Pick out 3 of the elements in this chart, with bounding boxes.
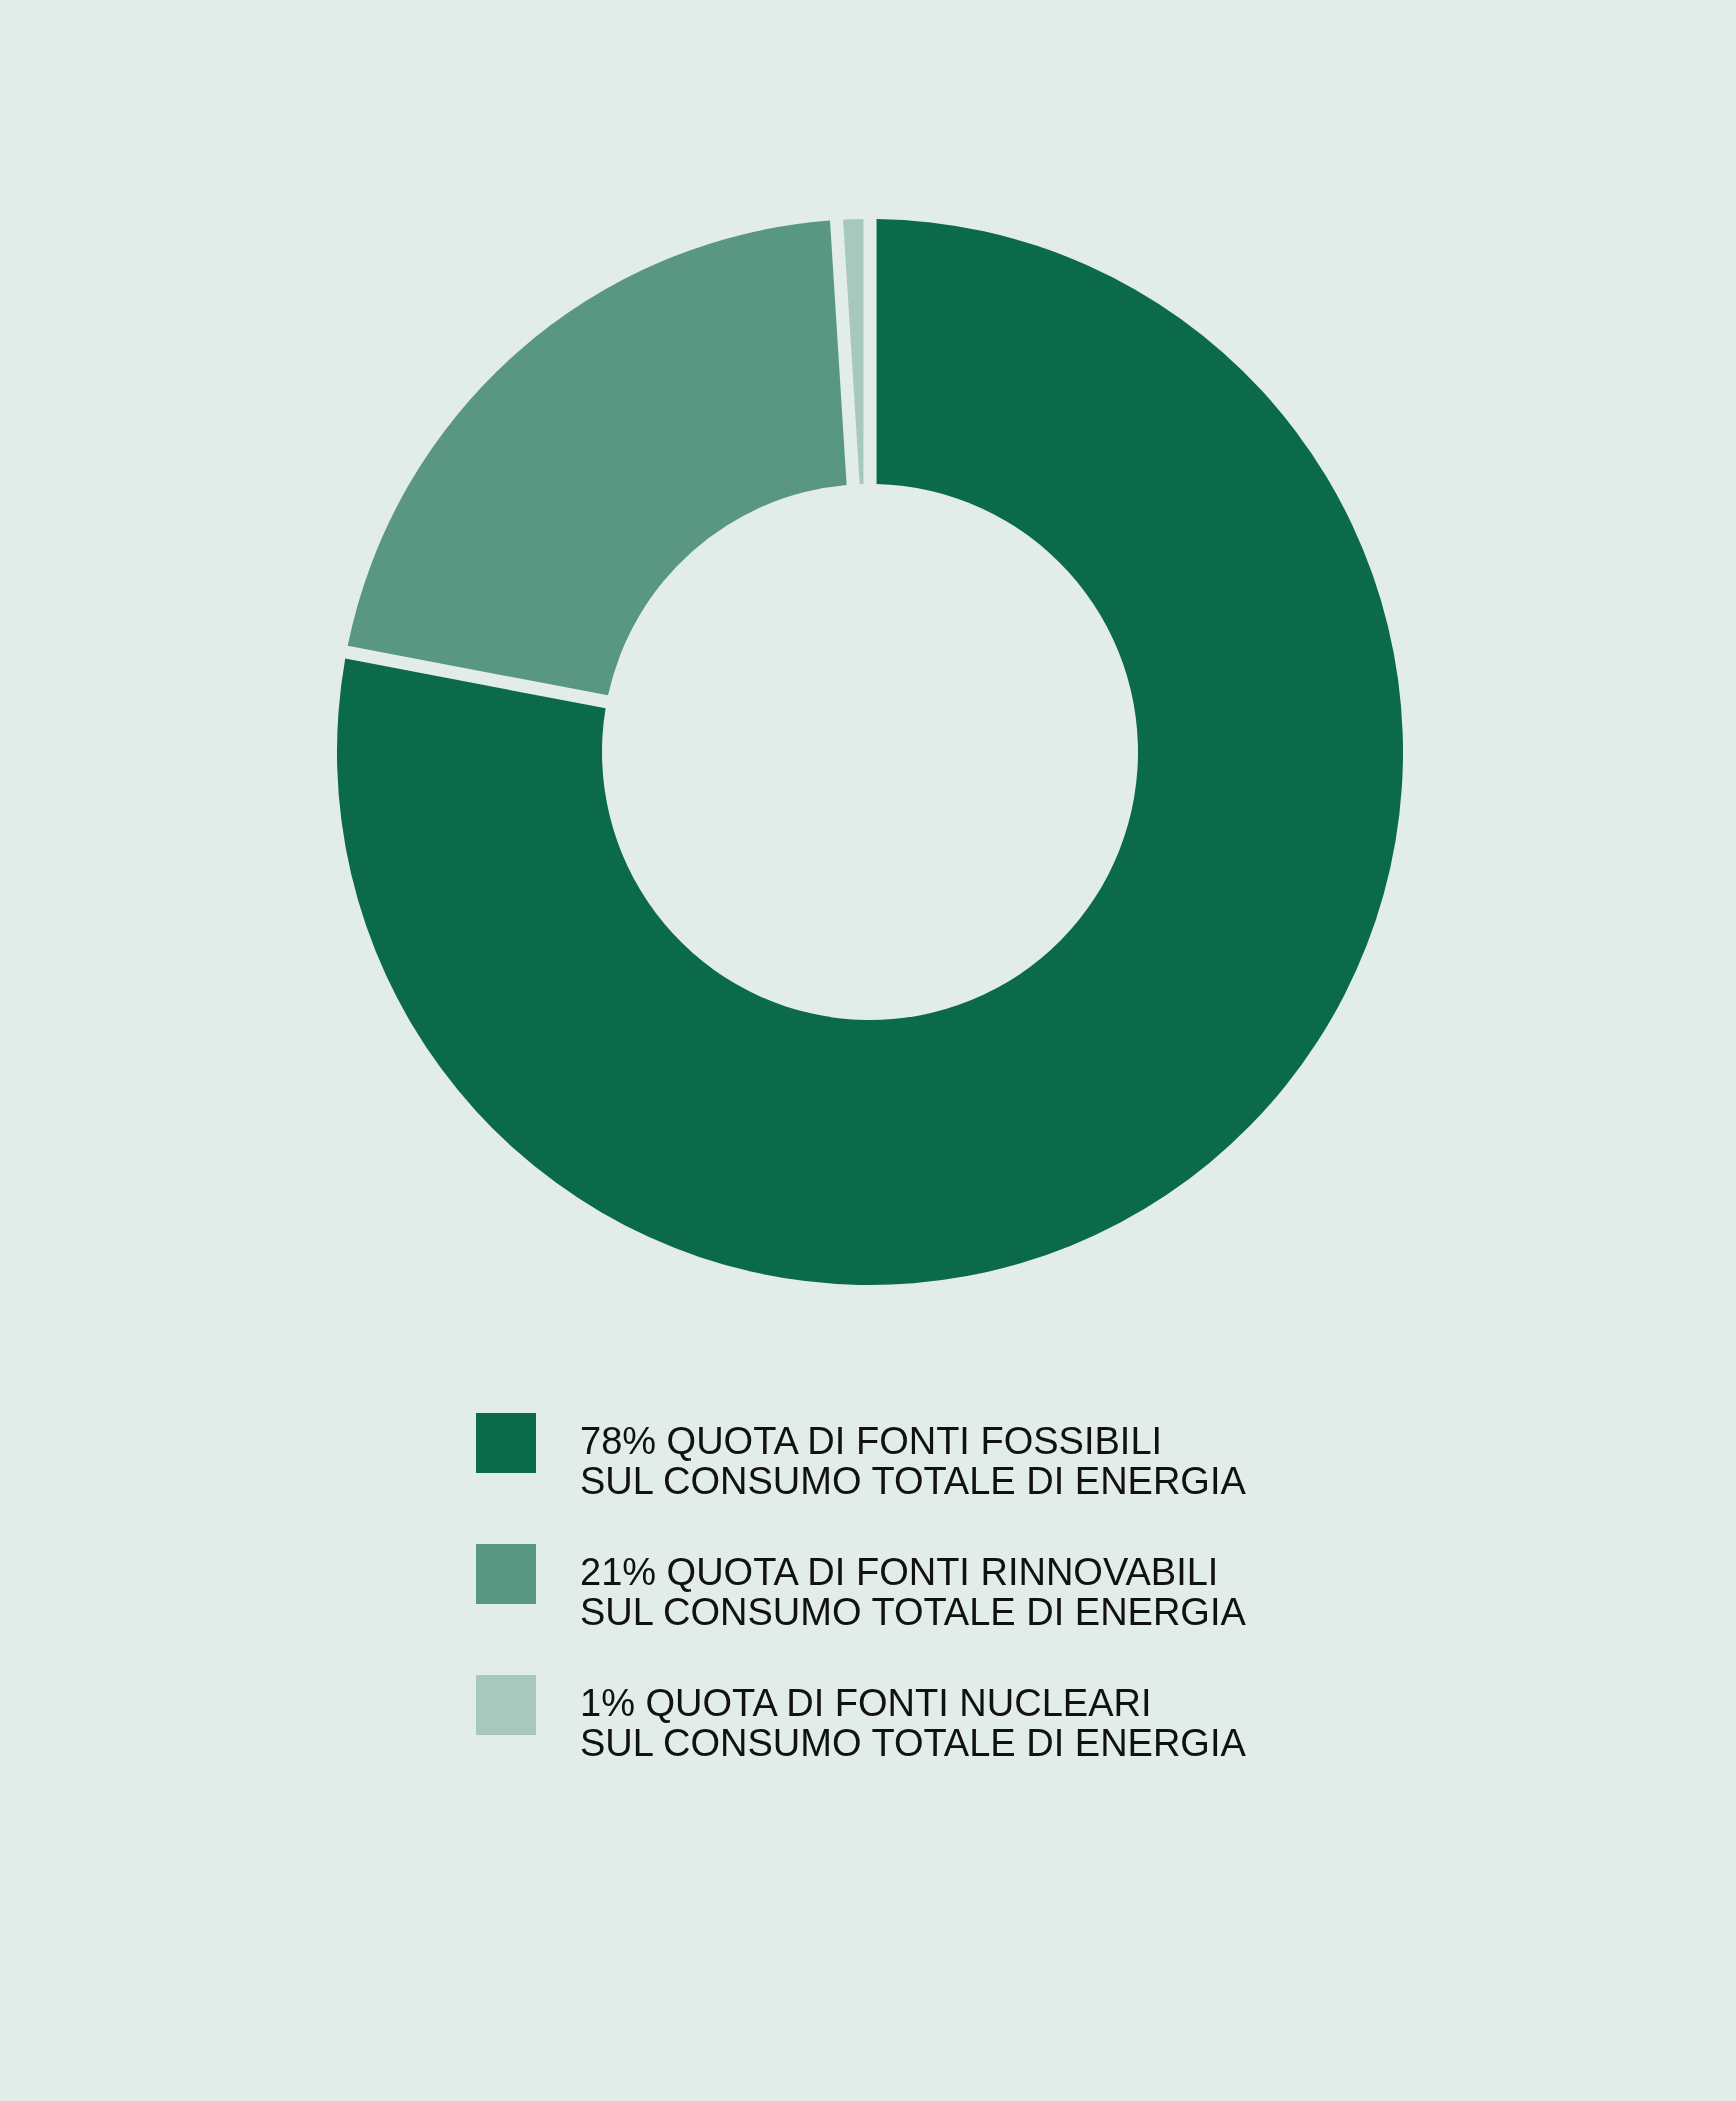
legend-label: 21% QUOTA DI FONTI RINNOVABILI SUL CONSUMO TOTALE DI ENERGIA	[580, 1551, 1247, 1633]
legend-label: 1% QUOTA DI FONTI NUCLEARI SUL CONSUMO TOTALE DI ENERGIA	[580, 1682, 1247, 1764]
legend-label: 78% QUOTA DI FONTI FOSSIBILI SUL CONSUMO TOTALE DI ENERGIA	[580, 1420, 1247, 1502]
